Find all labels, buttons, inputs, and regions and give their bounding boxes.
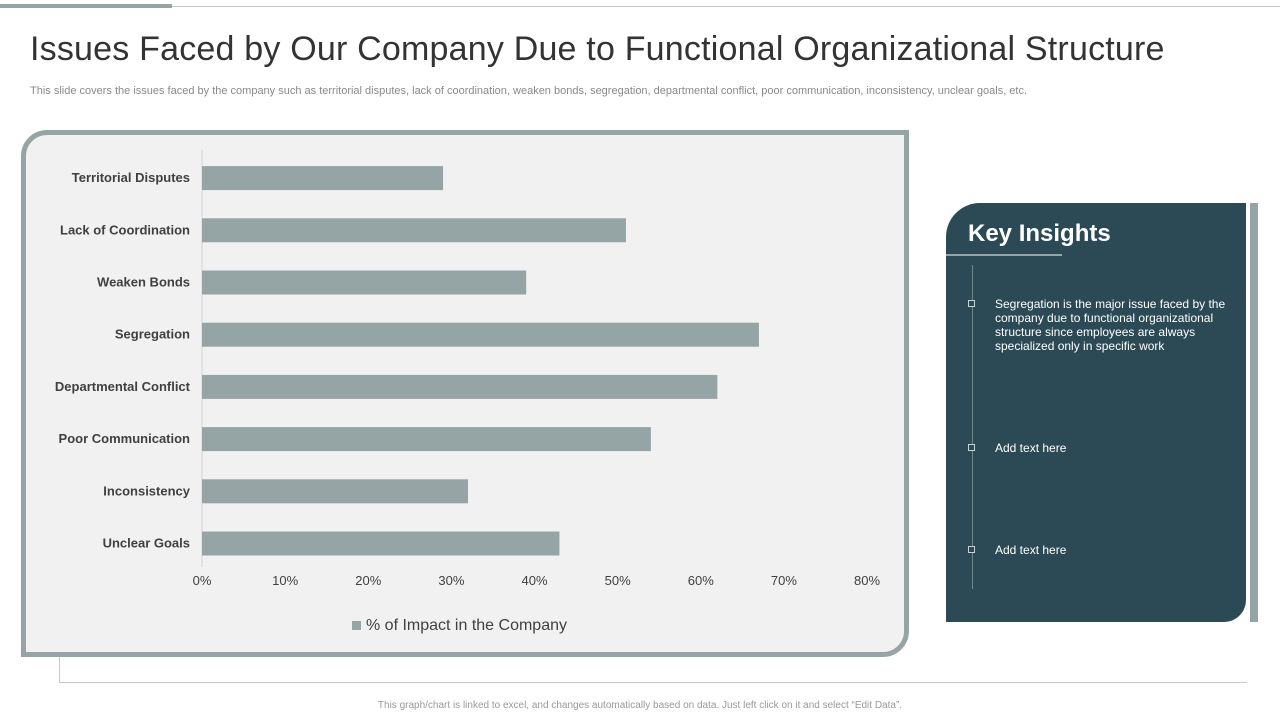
chart-card[interactable]: Territorial Disputes Lack of Coordination… bbox=[21, 130, 909, 657]
bottom-frame-line bbox=[59, 656, 1247, 683]
top-rule bbox=[0, 6, 1280, 7]
insights-accent-bar bbox=[1250, 203, 1258, 622]
x-tick-label: 60% bbox=[688, 573, 714, 588]
bullet-square-icon bbox=[968, 444, 975, 451]
bar[interactable] bbox=[202, 427, 651, 452]
legend-label: % of Impact in the Company bbox=[366, 617, 567, 634]
insight-text[interactable]: Segregation is the major issue faced by … bbox=[995, 297, 1226, 353]
category-label: Departmental Conflict bbox=[55, 379, 191, 394]
bar[interactable] bbox=[202, 270, 527, 295]
x-tick-label: 80% bbox=[854, 573, 880, 588]
x-tick-label: 20% bbox=[355, 573, 381, 588]
x-tick-label: 40% bbox=[521, 573, 547, 588]
x-tick-label: 0% bbox=[193, 573, 212, 588]
insights-timeline-line bbox=[972, 265, 973, 589]
x-tick-label: 10% bbox=[272, 573, 298, 588]
footer-note: This graph/chart is linked to excel, and… bbox=[377, 700, 903, 711]
bar[interactable] bbox=[202, 374, 718, 399]
bullet-square-icon bbox=[968, 300, 975, 307]
category-label: Unclear Goals bbox=[103, 536, 190, 551]
key-insights-panel: Key Insights Segregation is the major is… bbox=[946, 203, 1246, 622]
top-accent-bar bbox=[0, 4, 172, 8]
bar[interactable] bbox=[202, 322, 759, 347]
slide-subtitle: This slide covers the issues faced by th… bbox=[30, 85, 1028, 97]
category-label: Poor Communication bbox=[59, 431, 191, 446]
bar[interactable] bbox=[202, 166, 444, 191]
legend-swatch bbox=[352, 621, 361, 630]
bar[interactable] bbox=[202, 531, 560, 556]
key-insights-title: Key Insights bbox=[968, 220, 1111, 247]
insight-text[interactable]: Add text here bbox=[995, 441, 1067, 455]
x-tick-label: 70% bbox=[771, 573, 797, 588]
key-insights-underline bbox=[946, 254, 1062, 256]
x-tick-label: 30% bbox=[438, 573, 464, 588]
category-label: Territorial Disputes bbox=[72, 170, 190, 185]
category-label: Lack of Coordination bbox=[60, 222, 190, 237]
bar[interactable] bbox=[202, 479, 468, 504]
x-tick-label: 50% bbox=[605, 573, 631, 588]
insight-text[interactable]: Add text here bbox=[995, 543, 1067, 557]
category-label: Inconsistency bbox=[103, 483, 190, 498]
category-label: Weaken Bonds bbox=[97, 275, 190, 290]
bar[interactable] bbox=[202, 218, 626, 243]
slide-title: Issues Faced by Our Company Due to Funct… bbox=[30, 30, 1165, 68]
bar-chart[interactable]: Territorial Disputes Lack of Coordination… bbox=[26, 135, 904, 652]
bullet-square-icon bbox=[968, 546, 975, 553]
category-label: Segregation bbox=[115, 327, 190, 342]
